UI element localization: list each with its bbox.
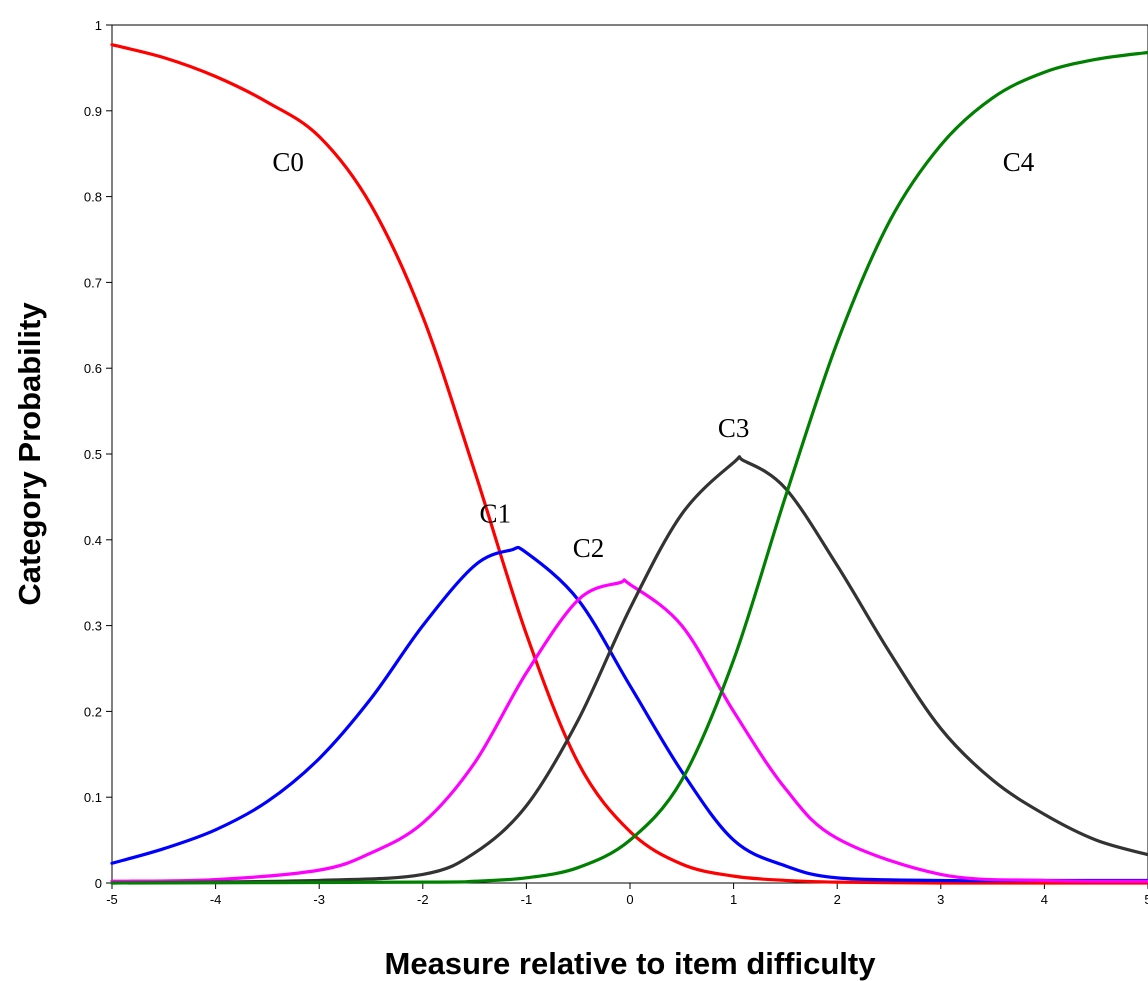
curve-label-c4: C4 (1003, 147, 1035, 177)
x-axis: -5 -4 -3 -2 -1 0 1 2 3 4 5 (106, 883, 1148, 907)
y-tick-label: 0.1 (84, 790, 102, 805)
y-tick-label: 0.8 (84, 190, 102, 205)
x-tick-label: 5 (1144, 892, 1148, 907)
curve-c1 (110, 545, 1148, 883)
x-tick-label: 3 (937, 892, 944, 907)
y-tick-label: 0.3 (84, 619, 102, 634)
x-tick-label: 0 (626, 892, 633, 907)
curve-c3 (110, 455, 1148, 885)
x-tick-label: -5 (106, 892, 118, 907)
y-tick-label: 0.4 (84, 533, 102, 548)
curves (110, 43, 1148, 885)
y-axis: 0 0.1 0.2 0.3 0.4 0.5 0.6 0.7 0.8 0.9 1 (84, 18, 112, 891)
y-tick-label: 0.2 (84, 704, 102, 719)
x-axis-title: Measure relative to item difficulty (385, 946, 877, 981)
x-tick-label: -3 (313, 892, 325, 907)
x-tick-label: -2 (417, 892, 429, 907)
curve-c0 (110, 43, 1148, 885)
y-axis-title: Category Probability (12, 302, 47, 606)
plot-area (111, 24, 1148, 884)
y-tick-label: 1 (95, 18, 102, 33)
curve-label-c3: C3 (718, 413, 750, 443)
y-tick-label: 0.9 (84, 104, 102, 119)
curve-label-c1: C1 (480, 499, 512, 529)
x-tick-label: -4 (210, 892, 222, 907)
curve-label-c2: C2 (573, 533, 605, 563)
curve-c2 (110, 578, 1148, 883)
y-tick-label: 0 (95, 876, 102, 891)
y-tick-label: 0.5 (84, 447, 102, 462)
y-tick-label: 0.6 (84, 361, 102, 376)
curve-label-c0: C0 (272, 147, 304, 177)
x-tick-label: 4 (1041, 892, 1048, 907)
x-tick-label: -1 (521, 892, 533, 907)
curve-labels: C0 C1 C2 C3 C4 (272, 147, 1034, 563)
x-tick-label: 2 (834, 892, 841, 907)
x-tick-label: 1 (730, 892, 737, 907)
y-tick-label: 0.7 (84, 275, 102, 290)
curve-c4 (110, 50, 1148, 885)
